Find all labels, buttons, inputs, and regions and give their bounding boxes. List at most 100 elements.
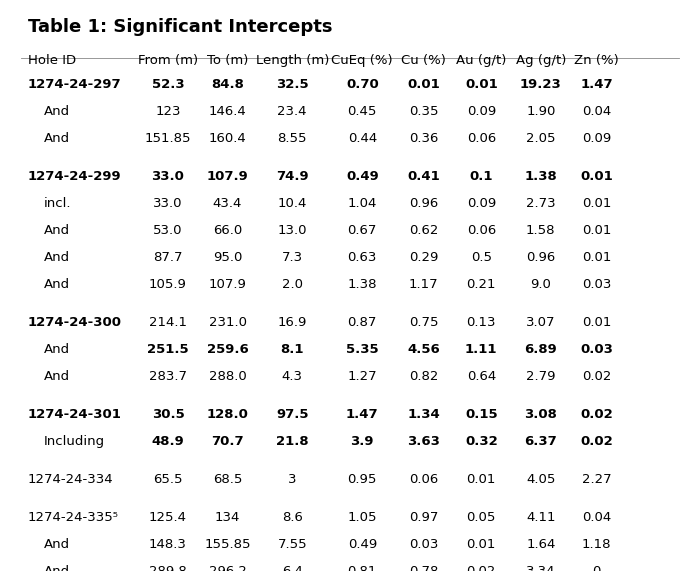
Text: 70.7: 70.7 [211, 435, 244, 448]
Text: 53.0: 53.0 [153, 224, 183, 237]
Text: 74.9: 74.9 [276, 170, 309, 183]
Text: 2.27: 2.27 [582, 473, 612, 486]
Text: 2.79: 2.79 [526, 370, 556, 383]
Text: Cu (%): Cu (%) [401, 54, 446, 67]
Text: 0.01: 0.01 [582, 224, 611, 237]
Text: 288.0: 288.0 [209, 370, 246, 383]
Text: 2.73: 2.73 [526, 198, 556, 210]
Text: 0.95: 0.95 [348, 473, 377, 486]
Text: 3: 3 [288, 473, 297, 486]
Text: 1.05: 1.05 [347, 512, 377, 525]
Text: 0.78: 0.78 [409, 565, 438, 571]
Text: 23.4: 23.4 [277, 105, 307, 118]
Text: 9.0: 9.0 [531, 278, 551, 291]
Text: 0: 0 [593, 565, 601, 571]
Text: 95.0: 95.0 [213, 251, 242, 264]
Text: 123: 123 [155, 105, 181, 118]
Text: 0.02: 0.02 [467, 565, 496, 571]
Text: 0.02: 0.02 [582, 370, 611, 383]
Text: 0.01: 0.01 [582, 198, 611, 210]
Text: And: And [43, 565, 69, 571]
Text: 0.32: 0.32 [465, 435, 498, 448]
Text: 0.01: 0.01 [580, 170, 613, 183]
Text: 5.35: 5.35 [346, 343, 379, 356]
Text: 0.87: 0.87 [348, 316, 377, 329]
Text: 231.0: 231.0 [209, 316, 246, 329]
Text: 1.11: 1.11 [465, 343, 498, 356]
Text: 33.0: 33.0 [153, 198, 183, 210]
Text: 48.9: 48.9 [152, 435, 184, 448]
Text: 1.47: 1.47 [580, 78, 613, 91]
Text: 1.34: 1.34 [407, 408, 440, 421]
Text: 87.7: 87.7 [153, 251, 183, 264]
Text: 0.67: 0.67 [348, 224, 377, 237]
Text: 0.01: 0.01 [582, 316, 611, 329]
Text: 1.90: 1.90 [526, 105, 555, 118]
Text: 8.55: 8.55 [277, 132, 307, 145]
Text: 1274-24-297: 1274-24-297 [28, 78, 122, 91]
Text: 0.41: 0.41 [407, 170, 440, 183]
Text: 155.85: 155.85 [204, 538, 251, 552]
Text: 1.64: 1.64 [526, 538, 555, 552]
Text: 0.49: 0.49 [346, 170, 379, 183]
Text: 107.9: 107.9 [206, 170, 248, 183]
Text: 1274-24-299: 1274-24-299 [28, 170, 122, 183]
Text: 0.36: 0.36 [409, 132, 438, 145]
Text: 0.70: 0.70 [346, 78, 379, 91]
Text: 8.6: 8.6 [282, 512, 302, 525]
Text: 65.5: 65.5 [153, 473, 183, 486]
Text: And: And [43, 251, 69, 264]
Text: And: And [43, 278, 69, 291]
Text: And: And [43, 132, 69, 145]
Text: 0.1: 0.1 [470, 170, 493, 183]
Text: 0.06: 0.06 [409, 473, 438, 486]
Text: 7.3: 7.3 [281, 251, 303, 264]
Text: 151.85: 151.85 [145, 132, 191, 145]
Text: 0.21: 0.21 [466, 278, 496, 291]
Text: 0.5: 0.5 [470, 251, 491, 264]
Text: 84.8: 84.8 [211, 78, 244, 91]
Text: 0.09: 0.09 [467, 105, 496, 118]
Text: 0.06: 0.06 [467, 224, 496, 237]
Text: 1274-24-300: 1274-24-300 [28, 316, 122, 329]
Text: 107.9: 107.9 [209, 278, 246, 291]
Text: 6.89: 6.89 [524, 343, 557, 356]
Text: 1.17: 1.17 [409, 278, 438, 291]
Text: 32.5: 32.5 [276, 78, 309, 91]
Text: 1.18: 1.18 [582, 538, 612, 552]
Text: And: And [43, 105, 69, 118]
Text: 1274-24-335⁵: 1274-24-335⁵ [28, 512, 119, 525]
Text: 6.37: 6.37 [524, 435, 557, 448]
Text: 0.81: 0.81 [348, 565, 377, 571]
Text: 30.5: 30.5 [152, 408, 184, 421]
Text: Length (m): Length (m) [256, 54, 329, 67]
Text: 3.07: 3.07 [526, 316, 556, 329]
Text: 0.45: 0.45 [348, 105, 377, 118]
Text: 0.62: 0.62 [409, 224, 438, 237]
Text: 4.05: 4.05 [526, 473, 555, 486]
Text: 134: 134 [215, 512, 240, 525]
Text: From (m): From (m) [138, 54, 198, 67]
Text: 1.38: 1.38 [347, 278, 377, 291]
Text: 0.03: 0.03 [580, 343, 613, 356]
Text: 283.7: 283.7 [149, 370, 187, 383]
Text: 0.44: 0.44 [348, 132, 377, 145]
Text: 66.0: 66.0 [213, 224, 242, 237]
Text: 251.5: 251.5 [147, 343, 189, 356]
Text: 21.8: 21.8 [276, 435, 309, 448]
Text: 10.4: 10.4 [278, 198, 307, 210]
Text: 0.96: 0.96 [409, 198, 438, 210]
Text: Table 1: Significant Intercepts: Table 1: Significant Intercepts [28, 18, 332, 36]
Text: 0.13: 0.13 [466, 316, 496, 329]
Text: Including: Including [43, 435, 104, 448]
Text: 97.5: 97.5 [276, 408, 309, 421]
Text: 0.03: 0.03 [582, 278, 611, 291]
Text: 52.3: 52.3 [152, 78, 184, 91]
Text: 3.08: 3.08 [524, 408, 557, 421]
Text: 3.9: 3.9 [351, 435, 374, 448]
Text: 0.09: 0.09 [467, 198, 496, 210]
Text: 0.09: 0.09 [582, 132, 611, 145]
Text: 1.58: 1.58 [526, 224, 556, 237]
Text: 0.01: 0.01 [465, 78, 498, 91]
Text: And: And [43, 370, 69, 383]
